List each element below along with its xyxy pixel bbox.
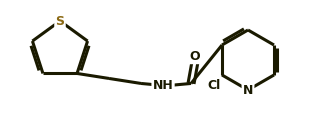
Text: O: O xyxy=(190,50,200,63)
Text: Cl: Cl xyxy=(207,79,221,92)
Text: S: S xyxy=(56,15,65,27)
Text: N: N xyxy=(243,83,253,96)
Text: NH: NH xyxy=(153,79,173,92)
